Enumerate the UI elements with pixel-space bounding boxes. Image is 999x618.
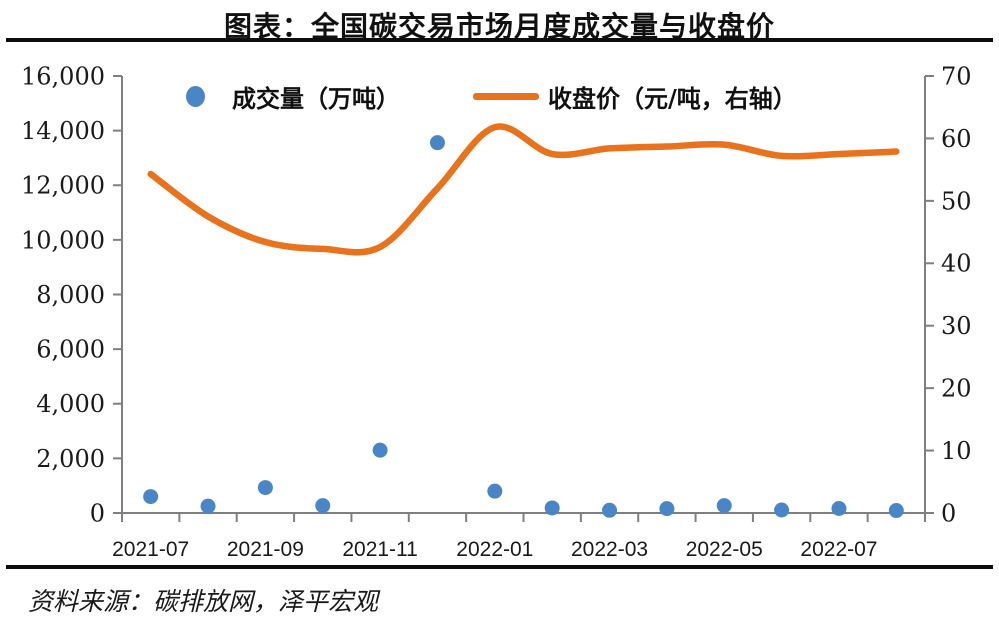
volume-dot xyxy=(487,483,503,499)
volume-dot xyxy=(888,503,904,519)
volume-dot xyxy=(315,498,331,514)
left-axis-tick-label: 0 xyxy=(90,499,105,527)
volume-legend-dot-icon xyxy=(186,86,205,107)
right-axis-tick-label: 70 xyxy=(941,62,972,90)
x-axis-tick-label: 2022-01 xyxy=(456,538,533,561)
volume-dots xyxy=(143,135,904,519)
x-axis-tick-label: 2021-11 xyxy=(342,538,418,561)
source-note: 资料来源：碳排放网，泽平宏观 xyxy=(28,587,379,616)
right-axis-tick-label: 20 xyxy=(941,375,972,403)
x-axis-tick-label: 2021-07 xyxy=(112,538,189,561)
left-axis-tick-label: 8,000 xyxy=(36,281,105,309)
volume-dot xyxy=(372,442,388,458)
left-axis-tick-label: 12,000 xyxy=(21,172,105,200)
right-axis-tick-label: 40 xyxy=(941,250,972,278)
right-axis-tick-label: 30 xyxy=(941,312,972,340)
price-line xyxy=(147,123,900,256)
volume-dot xyxy=(774,502,790,518)
title-divider xyxy=(6,38,993,42)
volume-dot xyxy=(143,489,159,505)
price-legend-line-icon xyxy=(473,93,539,100)
volume-dot xyxy=(200,498,216,514)
x-axis-tick-label: 2022-03 xyxy=(571,538,648,561)
volume-dot xyxy=(429,135,445,151)
volume-dot xyxy=(716,498,732,514)
left-axis-tick-label: 2,000 xyxy=(36,445,105,473)
axes xyxy=(121,76,926,514)
volume-legend-label: 成交量（万吨） xyxy=(232,84,400,113)
left-axis-tick-label: 10,000 xyxy=(21,226,105,254)
x-axis-tick-label: 2022-07 xyxy=(800,538,877,561)
x-axis: 2021-07 2021-09 2021-11 2022-01 2022-03 2022-… xyxy=(112,513,926,561)
right-axis-tick-label: 60 xyxy=(941,125,972,153)
right-axis-tick-label: 50 xyxy=(941,187,972,215)
chart-divider xyxy=(6,565,993,569)
volume-dot xyxy=(544,500,560,516)
volume-dot xyxy=(831,500,847,516)
left-axis-tick-label: 16,000 xyxy=(21,62,105,90)
left-axis-tick-label: 6,000 xyxy=(36,336,105,364)
right-axis: 0 10 20 30 40 50 60 70 xyxy=(925,62,972,527)
x-axis-tick-label: 2022-05 xyxy=(686,538,763,561)
right-axis-tick-label: 0 xyxy=(941,499,956,527)
right-axis-tick-label: 10 xyxy=(941,437,972,465)
x-axis-tick-label: 2021-09 xyxy=(227,538,304,561)
price-legend-label: 收盘价（元/吨，右轴） xyxy=(548,84,797,113)
volume-dot xyxy=(602,502,618,518)
chart-legend: 成交量（万吨） 收盘价（元/吨，右轴） xyxy=(186,79,797,114)
volume-dot xyxy=(659,501,675,517)
left-axis-tick-label: 14,000 xyxy=(21,117,105,145)
left-axis: 0 2,000 4,000 6,000 8,000 10,000 12,000 14,000 1… xyxy=(21,62,122,527)
left-axis-tick-label: 4,000 xyxy=(36,390,105,418)
chart-title: 图表：全国碳交易市场月度成交量与收盘价 xyxy=(223,10,775,43)
volume-dot xyxy=(257,480,273,496)
